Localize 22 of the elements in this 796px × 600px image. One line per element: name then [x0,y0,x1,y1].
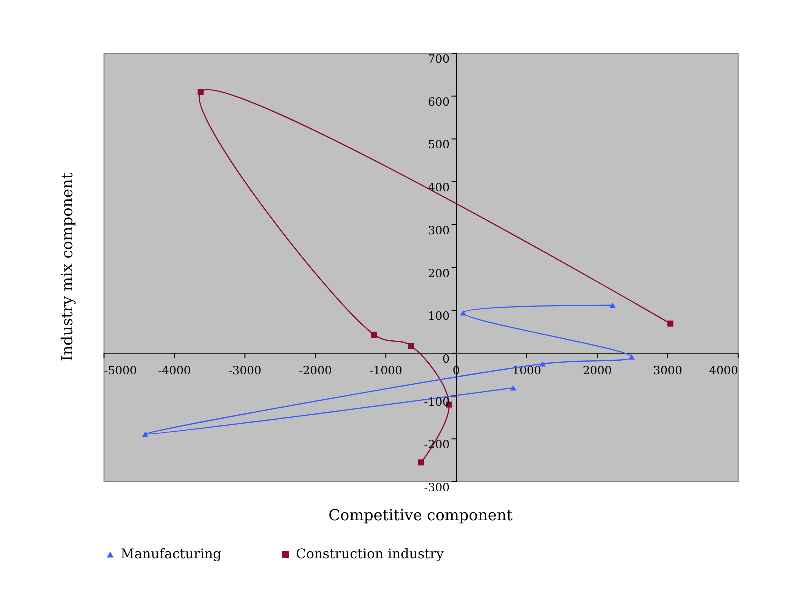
y-tick-label: -300 [424,480,450,494]
y-tick-label: 600 [428,94,450,109]
y-tick-label: 700 [428,52,450,66]
legend-label: Construction industry [296,548,445,563]
x-tick-label: -1000 [370,363,403,378]
y-tick-label: 200 [428,266,450,280]
legend-label: Manufacturing [120,548,222,563]
y-axis-title: Industry mix component [58,173,76,362]
x-tick-label: 1000 [512,363,542,378]
x-tick-label: 2000 [582,363,612,378]
y-tick-label: 0 [442,352,450,366]
y-tick-label: 300 [428,223,450,238]
y-tick-label: 400 [428,180,450,195]
x-tick-label: -5000 [104,363,138,378]
x-tick-label: -4000 [158,363,192,378]
y-tick-label: 500 [428,138,450,152]
x-axis-title: Competitive component [328,506,513,525]
x-tick-label: -3000 [228,363,262,378]
x-tick-label: -2000 [299,363,332,378]
x-tick-label: 3000 [653,363,682,378]
y-tick-label: 100 [428,309,450,324]
x-tick-label: 4000 [709,363,738,378]
